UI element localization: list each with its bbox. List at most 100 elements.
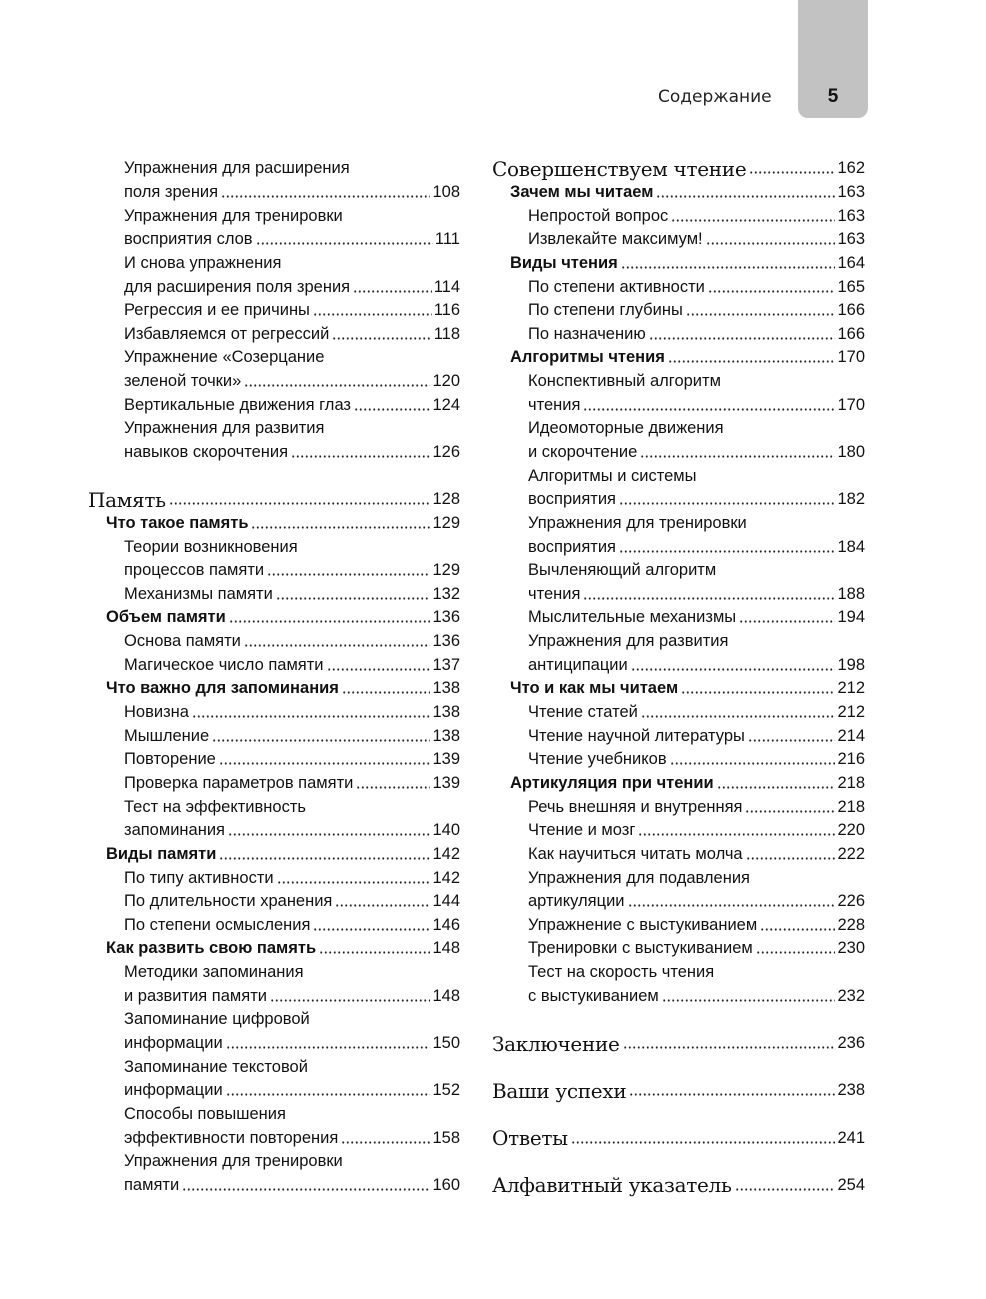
toc-subsection[interactable]: Тест на эффективность <box>88 795 460 819</box>
toc-subsection[interactable]: поля зрения 108 <box>88 181 460 205</box>
toc-chapter[interactable]: Заключение 236 <box>492 1032 865 1056</box>
toc-entry-title: Как развить свою память <box>106 939 317 958</box>
toc-subsection[interactable]: Запоминание цифровой <box>88 1008 460 1032</box>
toc-subsection[interactable]: По степени глубины 166 <box>492 299 865 323</box>
toc-subsection[interactable]: И снова упражнения <box>88 252 460 276</box>
toc-subsection[interactable]: Упражнение с выстукиванием 228 <box>492 914 865 938</box>
toc-subsection[interactable]: восприятия 182 <box>492 488 865 512</box>
toc-subsection[interactable]: Упражнения для тренировки <box>492 512 865 536</box>
toc-page-number: 226 <box>837 892 865 911</box>
toc-subsection[interactable]: эффективности повторения 158 <box>88 1126 460 1150</box>
toc-subsection[interactable]: Непростой вопрос 163 <box>492 204 865 228</box>
toc-subsection[interactable]: Повторение 139 <box>88 748 460 772</box>
toc-subsection[interactable]: зеленой точки» 120 <box>88 370 460 394</box>
toc-subsection[interactable]: информации 152 <box>88 1079 460 1103</box>
toc-subsection[interactable]: Упражнения для развития <box>88 417 460 441</box>
toc-page-number: 220 <box>837 821 865 840</box>
toc-subsection[interactable]: с выстукиванием 232 <box>492 984 865 1008</box>
toc-subsection[interactable]: Запоминание текстовой <box>88 1055 460 1079</box>
toc-entry-title: запоминания <box>124 821 225 840</box>
toc-section[interactable]: Артикуляция при чтении 218 <box>492 772 865 796</box>
toc-chapter[interactable]: Совершенствуем чтение 162 <box>492 157 865 181</box>
toc-subsection[interactable]: Чтение статей 212 <box>492 701 865 725</box>
toc-subsection[interactable]: Упражнения для подавления <box>492 866 865 890</box>
toc-subsection[interactable]: восприятия 184 <box>492 535 865 559</box>
toc-subsection[interactable]: процессов памяти 129 <box>88 559 460 583</box>
toc-subsection[interactable]: навыков скорочтения 126 <box>88 441 460 465</box>
toc-subsection[interactable]: Вертикальные движения глаз 124 <box>88 393 460 417</box>
toc-entry-title: процессов памяти <box>124 561 265 580</box>
toc-subsection[interactable]: и развития памяти 148 <box>88 984 460 1008</box>
toc-subsection[interactable]: Речь внешняя и внутренняя 218 <box>492 795 865 819</box>
toc-subsection[interactable]: Теории возникновения <box>88 535 460 559</box>
toc-subsection[interactable]: По степени осмысления 146 <box>88 914 460 938</box>
toc-subsection[interactable]: Чтение научной литературы 214 <box>492 724 865 748</box>
toc-subsection[interactable]: антиципации 198 <box>492 653 865 677</box>
toc-subsection[interactable]: Упражнения для развития <box>492 630 865 654</box>
toc-section[interactable]: Виды памяти 142 <box>88 843 460 867</box>
toc-subsection[interactable]: информации 150 <box>88 1032 460 1056</box>
toc-section[interactable]: Зачем мы читаем 163 <box>492 181 865 205</box>
toc-subsection[interactable]: Тренировки с выстукиванием 230 <box>492 937 865 961</box>
toc-subsection[interactable]: Упражнение «Созерцание <box>88 346 460 370</box>
dot-leader <box>335 904 431 908</box>
toc-subsection[interactable]: памяти 160 <box>88 1174 460 1198</box>
toc-subsection[interactable]: Как научиться читать молча 222 <box>492 843 865 867</box>
toc-subsection[interactable]: артикуляции 226 <box>492 890 865 914</box>
dot-leader <box>168 502 431 506</box>
toc-entry-title: поля зрения <box>124 182 219 201</box>
dot-leader <box>747 738 836 742</box>
toc-section[interactable]: Виды чтения 164 <box>492 252 865 276</box>
toc-entry-title: Магическое число памяти <box>124 655 324 674</box>
dot-leader <box>583 407 836 411</box>
toc-subsection[interactable]: Основа памяти 136 <box>88 630 460 654</box>
toc-subsection[interactable]: По назначению 166 <box>492 322 865 346</box>
toc-subsection[interactable]: запоминания 140 <box>88 819 460 843</box>
toc-chapter[interactable]: Ответы 241 <box>492 1126 865 1150</box>
dot-leader <box>685 313 836 317</box>
toc-subsection[interactable]: Регрессия и ее причины 116 <box>88 299 460 323</box>
toc-subsection[interactable]: Конспективный алгоритм <box>492 370 865 394</box>
toc-section[interactable]: Алгоритмы чтения 170 <box>492 346 865 370</box>
toc-subsection[interactable]: Способы повышения <box>88 1103 460 1127</box>
toc-subsection[interactable]: Тест на скорость чтения <box>492 961 865 985</box>
toc-section[interactable]: Объем памяти 136 <box>88 606 460 630</box>
toc-subsection[interactable]: Идеомоторные движения <box>492 417 865 441</box>
toc-chapter[interactable]: Память 128 <box>88 488 460 512</box>
toc-page-number: 212 <box>837 679 865 698</box>
toc-chapter[interactable]: Алфавитный указатель 254 <box>492 1173 865 1197</box>
toc-subsection[interactable]: Извлекайте максимум! 163 <box>492 228 865 252</box>
toc-subsection[interactable]: По длительности хранения 144 <box>88 890 460 914</box>
toc-entry-title: восприятия слов <box>124 230 253 249</box>
toc-subsection[interactable]: Методики запоминания <box>88 961 460 985</box>
toc-subsection[interactable]: для расширения поля зрения 114 <box>88 275 460 299</box>
dot-leader <box>228 620 431 624</box>
toc-subsection[interactable]: Новизна 138 <box>88 701 460 725</box>
toc-subsection[interactable]: восприятия слов 111 <box>88 228 460 252</box>
toc-subsection[interactable]: чтения 188 <box>492 583 865 607</box>
toc-subsection[interactable]: чтения 170 <box>492 393 865 417</box>
toc-subsection[interactable]: Упражнения для тренировки <box>88 1150 460 1174</box>
toc-subsection[interactable]: Механизмы памяти 132 <box>88 583 460 607</box>
toc-subsection[interactable]: Проверка параметров памяти 139 <box>88 772 460 796</box>
toc-subsection[interactable]: Мыслительные механизмы 194 <box>492 606 865 630</box>
toc-subsection[interactable]: Упражнения для тренировки <box>88 204 460 228</box>
toc-page-number: 139 <box>432 773 460 792</box>
toc-section[interactable]: Как развить свою память 148 <box>88 937 460 961</box>
toc-subsection[interactable]: По типу активности 142 <box>88 866 460 890</box>
toc-section[interactable]: Что важно для запоминания 138 <box>88 677 460 701</box>
toc-subsection[interactable]: и скорочтение 180 <box>492 441 865 465</box>
toc-subsection[interactable]: Чтение и мозг 220 <box>492 819 865 843</box>
toc-section[interactable]: Что такое память 129 <box>88 512 460 536</box>
toc-subsection[interactable]: Упражнения для расширения <box>88 157 460 181</box>
toc-subsection[interactable]: Избавляемся от регрессий 118 <box>88 322 460 346</box>
toc-section[interactable]: Что и как мы читаем 212 <box>492 677 865 701</box>
toc-subsection[interactable]: Алгоритмы и системы <box>492 464 865 488</box>
toc-chapter[interactable]: Ваши успехи 238 <box>492 1079 865 1103</box>
toc-subsection[interactable]: Мышление 138 <box>88 724 460 748</box>
toc-entry-title: зеленой точки» <box>124 372 242 391</box>
toc-subsection[interactable]: Магическое число памяти 137 <box>88 653 460 677</box>
toc-subsection[interactable]: Чтение учебников 216 <box>492 748 865 772</box>
toc-subsection[interactable]: Вычленяющий алгоритм <box>492 559 865 583</box>
toc-subsection[interactable]: По степени активности 165 <box>492 275 865 299</box>
